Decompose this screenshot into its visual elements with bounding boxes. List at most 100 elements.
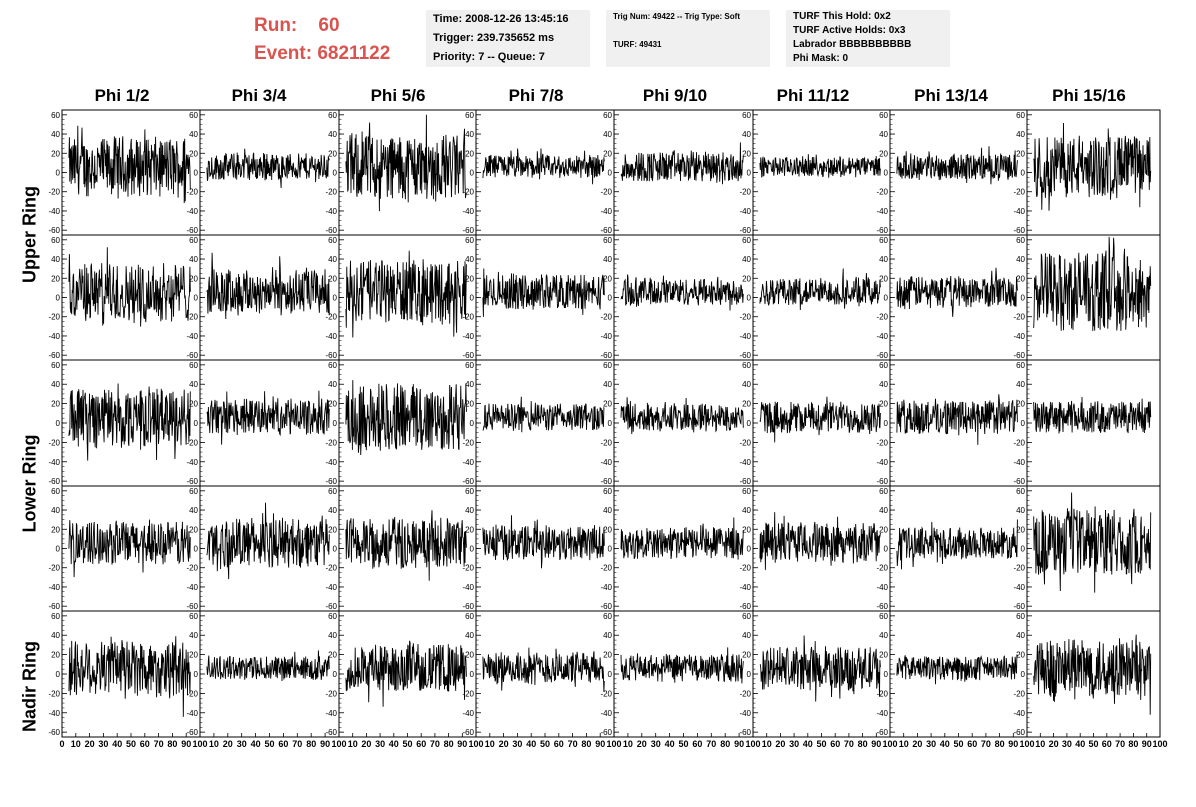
y-tick-label: -20 <box>325 689 337 698</box>
waveform-trace <box>482 515 605 569</box>
y-tick-label: 0 <box>333 294 338 303</box>
x-tick-label: 70 <box>154 739 164 749</box>
y-tick-label: 60 <box>328 487 337 496</box>
y-tick-label: 0 <box>1021 294 1026 303</box>
y-tick-label: 0 <box>608 670 613 679</box>
y-tick-label: -20 <box>739 313 751 322</box>
y-tick-label: -20 <box>600 438 612 447</box>
y-tick-label: -20 <box>739 188 751 197</box>
run-label: Run: <box>254 15 298 36</box>
y-tick-label: 40 <box>189 255 198 264</box>
x-tick-label: 30 <box>375 739 385 749</box>
waveform-trace <box>206 390 330 445</box>
x-tick-label: 80 <box>306 739 316 749</box>
y-tick-label: 60 <box>879 236 888 245</box>
y-tick-label: 0 <box>747 545 752 554</box>
y-tick-label: -60 <box>1013 728 1025 737</box>
y-tick-label: -20 <box>600 188 612 197</box>
y-tick-label: 40 <box>879 380 888 389</box>
y-tick-label: -40 <box>1013 709 1025 718</box>
y-tick-label: 60 <box>189 361 198 370</box>
x-tick-label: 10 <box>71 739 81 749</box>
y-tick-label: -60 <box>462 226 474 235</box>
y-tick-label: -20 <box>186 438 198 447</box>
y-tick-label: -60 <box>600 351 612 360</box>
panel-frame <box>61 109 201 236</box>
y-tick-label: 0 <box>56 545 61 554</box>
y-tick-label: 20 <box>328 651 337 660</box>
column-title: Phi 11/12 <box>776 86 850 105</box>
waveform-trace <box>482 396 605 433</box>
x-tick-label: 90 <box>734 739 744 749</box>
y-tick-label: 20 <box>189 274 198 283</box>
y-tick-label: -20 <box>876 689 888 698</box>
y-tick-label: 20 <box>1016 651 1025 660</box>
y-tick-label: -40 <box>462 207 474 216</box>
x-tick-label: 70 <box>981 739 991 749</box>
waveform-trace <box>68 383 191 461</box>
y-tick-label: -20 <box>325 188 337 197</box>
y-tick-label: 20 <box>465 400 474 409</box>
x-tick-label: 90 <box>595 739 605 749</box>
y-tick-label: -60 <box>48 602 60 611</box>
y-tick-label: 40 <box>51 255 60 264</box>
y-tick-label: -40 <box>739 332 751 341</box>
x-tick-label: 50 <box>402 739 412 749</box>
waveform-trace <box>1033 492 1152 593</box>
y-tick-label: 20 <box>742 149 751 158</box>
y-tick-label: 0 <box>884 670 889 679</box>
column-title: Phi 7/8 <box>508 86 564 105</box>
y-tick-label: -40 <box>1013 458 1025 467</box>
y-tick-label: 60 <box>1016 361 1025 370</box>
x-tick-label: 80 <box>444 739 454 749</box>
y-tick-label: 20 <box>603 274 612 283</box>
y-tick-label: -60 <box>876 728 888 737</box>
panel-frame <box>1026 485 1161 612</box>
y-tick-label: 20 <box>189 525 198 534</box>
trigger-text: Trigger: 239.735652 ms <box>433 32 555 44</box>
y-tick-label: -20 <box>1013 313 1025 322</box>
y-tick-label: 60 <box>742 236 751 245</box>
x-tick-label: 60 <box>967 739 977 749</box>
y-tick-label: -60 <box>48 477 60 486</box>
y-tick-label: 40 <box>1016 255 1025 264</box>
y-tick-label: 40 <box>742 631 751 640</box>
y-tick-label: -40 <box>48 207 60 216</box>
y-tick-label: -40 <box>462 332 474 341</box>
y-tick-label: -20 <box>325 564 337 573</box>
waveform-trace <box>345 640 467 707</box>
y-tick-label: 20 <box>189 651 198 660</box>
x-tick-label: 10 <box>348 739 358 749</box>
y-tick-label: 20 <box>879 651 888 660</box>
y-tick-label: 60 <box>189 487 198 496</box>
column-title: Phi 15/16 <box>1052 86 1126 105</box>
y-tick-label: -20 <box>1013 689 1025 698</box>
y-tick-label: 60 <box>328 236 337 245</box>
y-tick-label: -60 <box>1013 351 1025 360</box>
y-tick-label: -40 <box>739 709 751 718</box>
y-tick-label: -60 <box>600 226 612 235</box>
waveform-trace <box>759 635 881 702</box>
y-tick-label: 0 <box>608 294 613 303</box>
y-tick-label: 60 <box>879 111 888 120</box>
x-tick-label: 60 <box>692 739 702 749</box>
y-tick-label: 20 <box>742 651 751 660</box>
y-tick-label: 40 <box>465 631 474 640</box>
waveform-trace <box>345 510 467 581</box>
waveform-trace <box>1033 634 1152 715</box>
waveform-trace <box>482 268 605 317</box>
y-tick-label: -60 <box>462 602 474 611</box>
y-tick-label: 60 <box>603 236 612 245</box>
x-tick-label: 100 <box>882 739 897 749</box>
y-tick-label: 40 <box>742 130 751 139</box>
y-tick-label: 0 <box>56 169 61 178</box>
y-tick-label: 40 <box>51 506 60 515</box>
y-tick-label: -40 <box>739 207 751 216</box>
y-tick-label: -40 <box>325 207 337 216</box>
y-tick-label: -40 <box>739 583 751 592</box>
y-tick-label: -20 <box>186 689 198 698</box>
x-tick-label: 50 <box>953 739 963 749</box>
y-tick-label: 20 <box>328 274 337 283</box>
y-tick-label: -60 <box>600 728 612 737</box>
waveform-trace <box>896 394 1018 445</box>
